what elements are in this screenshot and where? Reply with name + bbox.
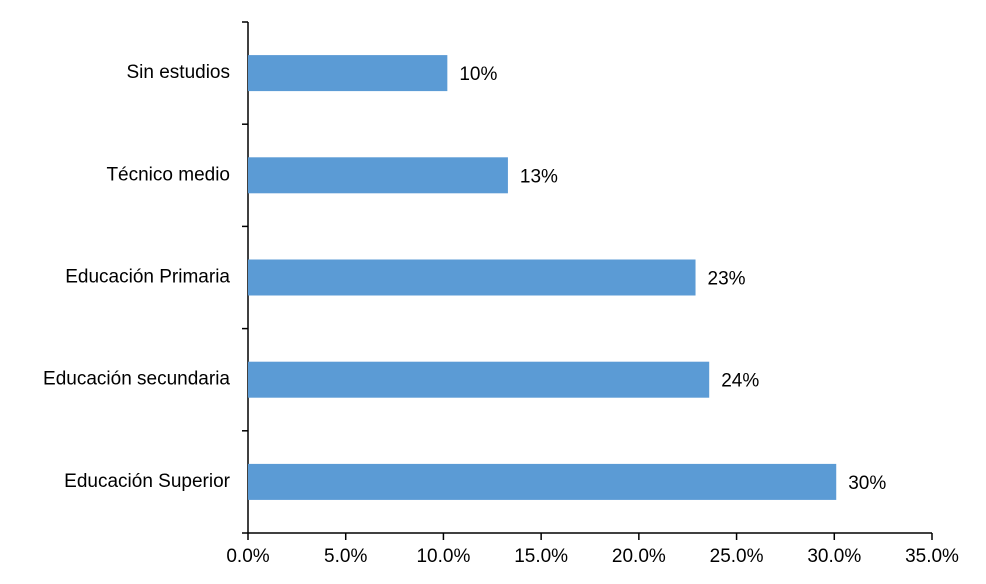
- x-tick-label: 20.0%: [612, 546, 666, 567]
- bar: [248, 55, 448, 92]
- x-tick-label: 25.0%: [710, 546, 764, 567]
- x-tick-label: 35.0%: [905, 546, 959, 567]
- data-label: 30%: [848, 473, 886, 494]
- x-tick-label: 15.0%: [514, 546, 568, 567]
- data-label: 10%: [459, 64, 497, 85]
- y-tick-label: Educación Superior: [64, 471, 230, 492]
- y-tick-label: Educación Primaria: [65, 267, 230, 288]
- bar: [248, 157, 508, 194]
- x-tick-label: 30.0%: [807, 546, 861, 567]
- x-tick-label: 0.0%: [226, 546, 269, 567]
- data-label: 24%: [721, 371, 759, 392]
- x-tick-label: 5.0%: [324, 546, 367, 567]
- bar: [248, 361, 710, 398]
- data-label: 13%: [520, 166, 558, 187]
- y-tick-label: Educación secundaria: [43, 369, 230, 390]
- y-tick-label: Sin estudios: [126, 62, 230, 83]
- x-tick-label: 10.0%: [416, 546, 470, 567]
- bar: [248, 463, 837, 500]
- y-tick-label: Técnico medio: [106, 164, 230, 185]
- data-label: 23%: [708, 269, 746, 290]
- bar: [248, 259, 696, 296]
